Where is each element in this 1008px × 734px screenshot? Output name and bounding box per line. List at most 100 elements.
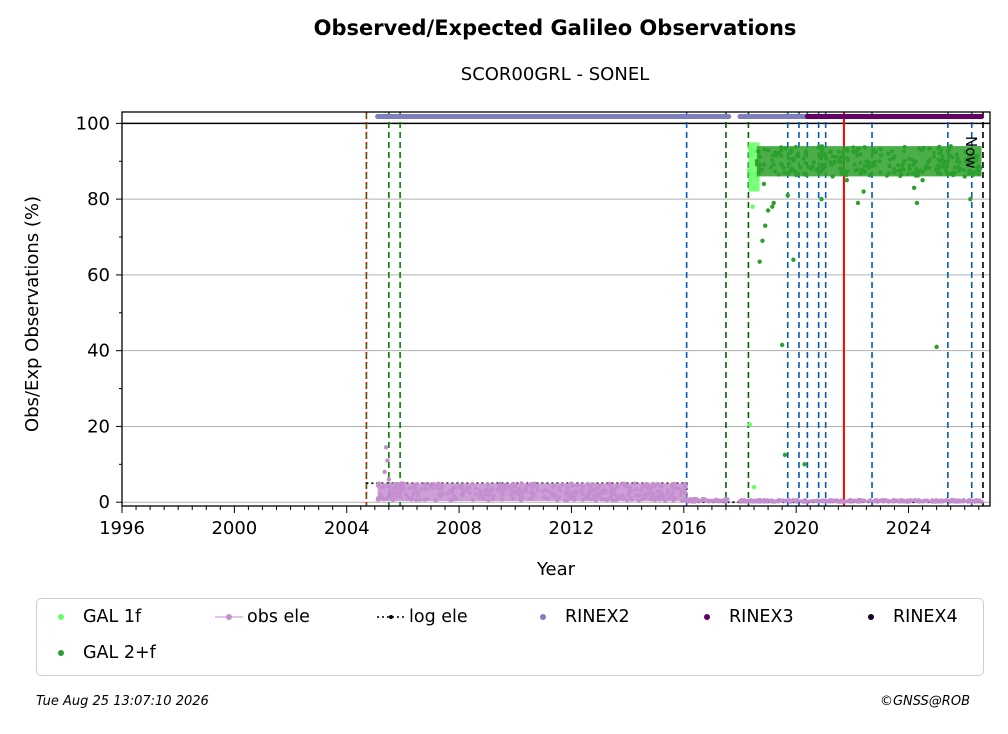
data-point [754,175,759,180]
data-point [615,484,620,489]
data-point [831,499,836,504]
data-point [398,495,403,500]
y-tick-label: 80 [87,189,110,210]
data-point [906,171,911,176]
data-point [652,484,657,489]
data-point [907,163,912,168]
data-point [782,452,788,458]
legend-label: obs ele [247,607,310,627]
data-point [560,483,565,488]
data-point [855,200,861,206]
data-point [872,163,877,168]
data-point [503,482,508,487]
data-point [747,422,753,427]
x-tick-label: 2016 [661,518,707,539]
data-point [789,148,794,153]
data-point [632,481,637,486]
data-point [941,499,946,504]
data-point [581,492,586,497]
data-point [642,492,647,497]
data-point [587,492,592,497]
data-point [445,491,450,496]
data-point [495,487,500,492]
data-point [907,167,912,172]
data-point [599,491,604,496]
data-point [803,152,808,157]
data-point [927,165,932,170]
data-point [590,488,595,493]
data-point [844,156,849,161]
data-point [779,145,784,150]
data-point [971,498,976,503]
data-point [906,499,911,504]
data-point [924,164,929,169]
data-point [867,165,872,170]
data-point [881,499,886,504]
data-point [666,496,671,501]
data-point [920,177,925,183]
data-point [411,492,416,497]
data-point [914,167,919,172]
data-point [936,146,941,151]
data-point [896,163,901,168]
data-point [636,493,641,498]
data-point [939,148,944,153]
data-point [954,152,959,157]
data-point [657,494,662,499]
data-point [911,162,916,167]
data-point [938,164,943,169]
legend-marker [51,643,79,663]
data-point [867,498,872,503]
data-point [381,484,386,490]
data-point [763,223,768,228]
data-point [566,485,571,490]
data-point [671,486,676,491]
data-point [766,148,771,153]
data-point [858,152,863,157]
data-point [555,498,560,503]
data-point [931,150,936,155]
data-point [565,488,570,493]
data-point [386,477,392,482]
data-point [930,499,935,504]
data-point [942,159,947,164]
data-point [748,177,753,182]
data-point [768,165,773,170]
data-point [498,483,503,488]
data-point [530,485,535,490]
data-point [935,498,940,503]
data-point [613,493,618,498]
data-point [409,497,414,502]
data-point [962,168,967,173]
data-point [416,493,421,498]
data-point [655,489,660,494]
data-point [962,499,967,504]
data-point [406,496,411,501]
data-point [412,485,417,490]
data-point [724,498,729,503]
data-point [917,146,922,151]
grid-lines [122,122,990,503]
legend-item-log-ele: log ele [377,607,468,627]
data-point [878,170,883,175]
data-point [484,492,489,497]
data-point [868,172,873,177]
data-point [837,159,842,164]
data-point [418,497,423,502]
data-point [579,483,584,488]
data-point [828,149,833,154]
data-point [604,497,609,502]
data-point [683,481,688,486]
chart-title: Observed/Expected Galileo Observations [313,16,797,40]
data-point [439,491,444,496]
data-point [753,148,758,153]
x-tick-label: 2008 [436,518,482,539]
data-point [762,162,767,167]
data-point [834,154,839,159]
data-point [853,499,858,504]
y-tick-label: 60 [87,265,110,286]
data-point [927,146,932,151]
data-point [514,491,519,496]
data-point [931,154,936,159]
data-point [390,498,396,503]
